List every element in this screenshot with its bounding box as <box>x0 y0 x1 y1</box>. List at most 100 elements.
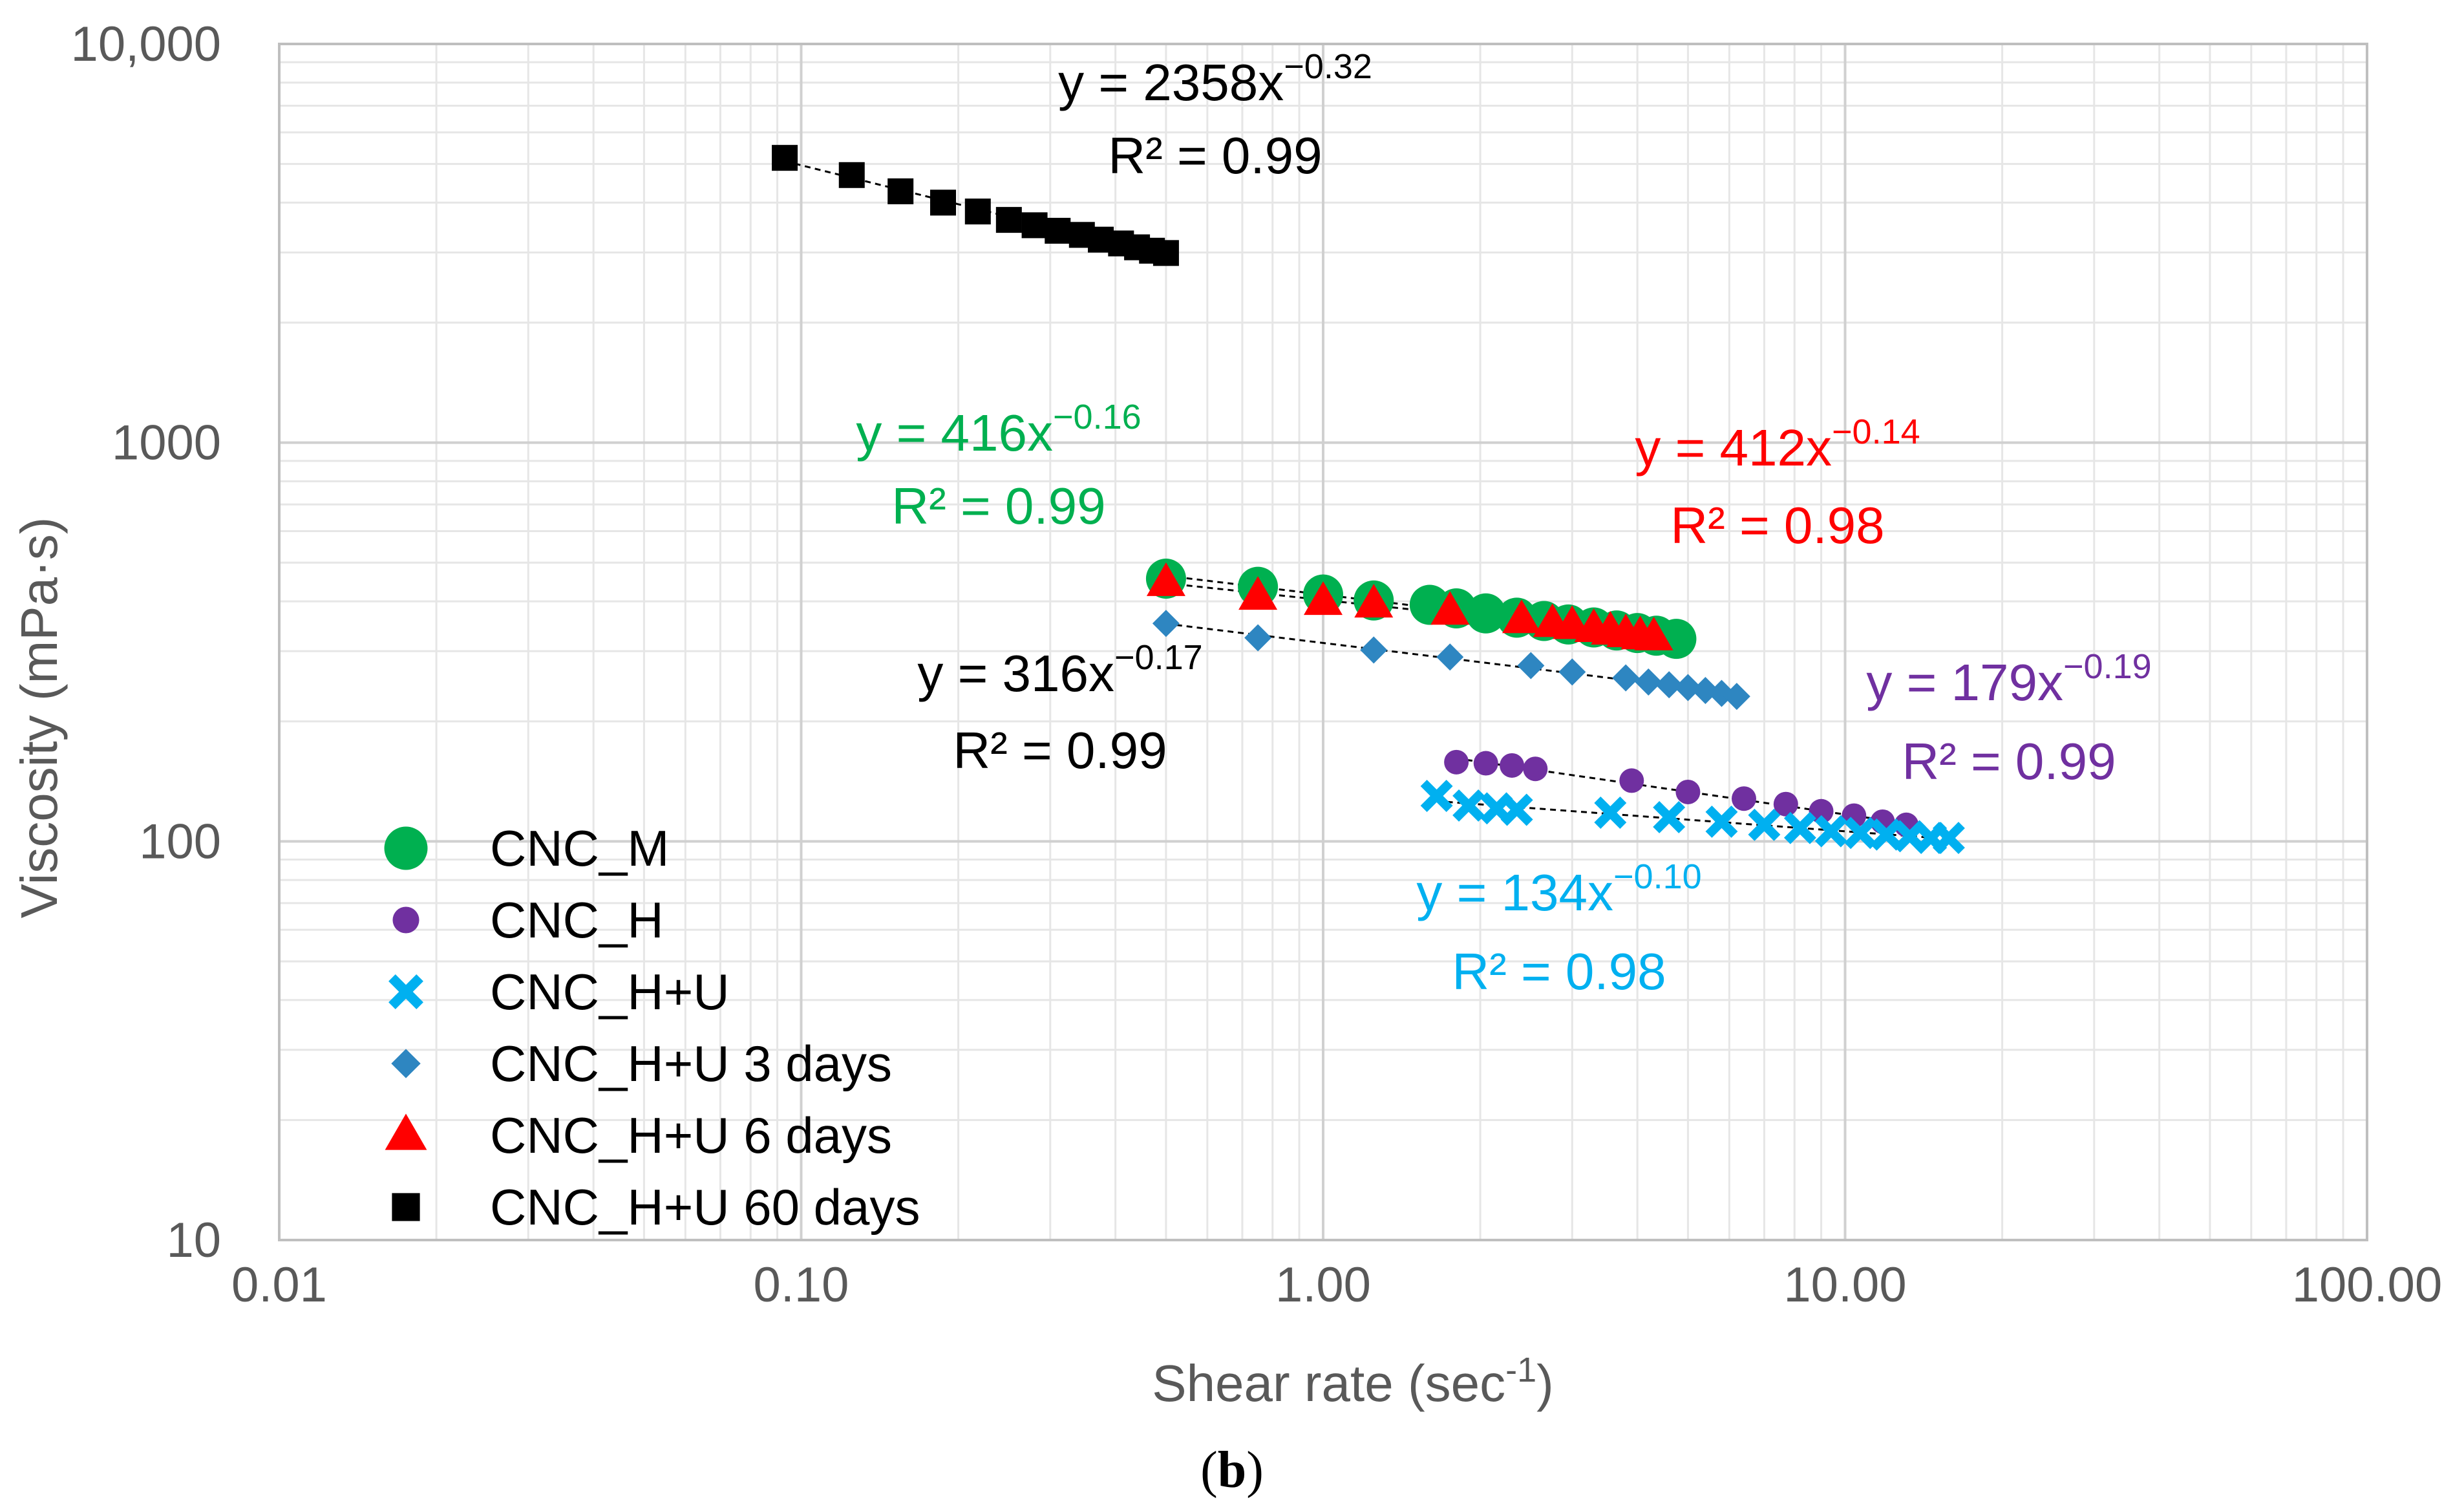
data-point <box>1612 664 1640 692</box>
legend-label: CNC_H+U <box>490 963 730 1020</box>
y-tick-label: 1000 <box>112 416 221 471</box>
data-point <box>1705 806 1738 838</box>
legend: CNC_M CNC_H CNC_H+U CNC_H+U 3 days CNC_H+U 6… <box>384 820 920 1236</box>
x-tick-label: 0.10 <box>754 1258 849 1312</box>
data-point <box>1473 751 1498 776</box>
data-point <box>1238 576 1278 610</box>
data-point <box>1444 749 1469 775</box>
data-point <box>1844 817 1877 850</box>
data-point <box>1748 808 1781 841</box>
trendline-equation: y = 179x−0.19 <box>1866 647 2151 711</box>
legend-label: CNC_H+U 3 days <box>490 1035 892 1092</box>
equation-exponent: −0.19 <box>2063 647 2152 686</box>
data-point <box>1500 753 1525 778</box>
equation-base: y = 416x <box>856 404 1053 462</box>
trendline-r-squared: R² = 0.98 <box>1452 943 1666 1000</box>
data-point <box>1675 779 1701 804</box>
data-point <box>772 145 798 171</box>
y-tick-label: 10,000 <box>71 17 221 72</box>
trendline-equation: y = 2358x−0.32 <box>1058 47 1372 111</box>
data-point <box>1783 811 1816 844</box>
legend-marker <box>388 974 423 1009</box>
data-points <box>772 145 1965 854</box>
data-point <box>1500 793 1533 826</box>
data-point <box>1655 671 1683 699</box>
equation-base: y = 179x <box>1866 654 2063 711</box>
equation-base: y = 316x <box>917 645 1114 702</box>
series-points <box>1146 562 1673 650</box>
equation-exponent: −0.14 <box>1832 412 1920 451</box>
data-point <box>995 207 1022 233</box>
x-axis-title: Shear rate (sec-1) <box>1152 1351 1554 1412</box>
data-point <box>1723 683 1750 711</box>
data-point <box>1814 815 1847 848</box>
x-axis-tick-labels: 0.01 0.10 1.00 10.00 100.00 <box>231 1258 2442 1312</box>
trendline-r-squared: R² = 0.99 <box>1902 733 2116 790</box>
data-point <box>1619 768 1644 793</box>
legend-marker <box>392 1193 420 1221</box>
trendline-equation: y = 412x−0.14 <box>1635 412 1920 476</box>
data-point <box>1523 756 1548 782</box>
series-points <box>1152 610 1750 711</box>
y-tick-label: 10 <box>166 1213 221 1268</box>
legend-entry: CNC_H+U 6 days <box>385 1107 892 1164</box>
data-point <box>1045 217 1071 244</box>
data-point <box>838 162 865 188</box>
data-point <box>1304 581 1343 615</box>
data-point <box>1452 789 1485 822</box>
equation-exponent: −0.16 <box>1053 398 1142 436</box>
y-axis-tick-labels: 10 100 1000 10,000 <box>71 17 221 1268</box>
legend-entry: CNC_M <box>384 820 669 877</box>
trendline-r-squared: R² = 0.98 <box>1670 497 1884 554</box>
figure-caption: (b) <box>1200 1442 1264 1499</box>
legend-label: CNC_H+U 6 days <box>490 1107 892 1164</box>
y-tick-label: 100 <box>139 814 221 869</box>
data-point <box>1436 643 1464 671</box>
x-tick-label: 1.00 <box>1275 1258 1371 1312</box>
trendline-equation: y = 134x−0.10 <box>1416 857 1701 921</box>
data-point <box>1558 658 1586 686</box>
trendline-equation: y = 416x−0.16 <box>856 398 1141 462</box>
series-points <box>1420 780 1965 854</box>
legend-marker <box>385 1113 427 1150</box>
equation-base: y = 412x <box>1635 419 1832 476</box>
data-point <box>1635 668 1662 696</box>
legend-entry: CNC_H+U <box>388 963 730 1020</box>
legend-entry: CNC_H <box>392 892 664 948</box>
data-point <box>1653 800 1686 833</box>
legend-label: CNC_M <box>490 820 669 877</box>
trendline-r-squared: R² = 0.99 <box>953 722 1167 779</box>
data-point <box>1773 791 1798 817</box>
data-point <box>1021 212 1048 239</box>
data-point <box>1360 636 1388 664</box>
legend-marker <box>392 906 420 934</box>
data-point <box>1420 780 1453 813</box>
data-point <box>1517 652 1545 680</box>
x-tick-label: 10.00 <box>1783 1258 1906 1312</box>
data-point <box>1465 593 1506 634</box>
x-tick-label: 0.01 <box>231 1258 327 1312</box>
data-point <box>1932 822 1965 854</box>
trendline-r-squared: R² = 0.99 <box>891 477 1105 535</box>
plot-area-frame <box>278 43 2368 1241</box>
data-point <box>1430 591 1470 625</box>
legend-marker <box>384 826 428 870</box>
legend-label: CNC_H <box>490 892 664 948</box>
data-point <box>1731 786 1756 811</box>
equation-exponent: −0.17 <box>1114 638 1203 677</box>
equation-exponent: −0.32 <box>1284 47 1372 86</box>
data-point <box>1354 584 1394 618</box>
equation-base: y = 134x <box>1416 864 1613 921</box>
trendline-equation: y = 316x−0.17 <box>917 638 1202 702</box>
data-point <box>964 198 991 225</box>
equation-exponent: −0.10 <box>1613 857 1702 896</box>
legend-label: CNC_H+U 60 days <box>490 1179 920 1236</box>
data-point <box>1502 599 1542 634</box>
data-point <box>1674 674 1702 701</box>
series-points <box>772 145 1179 266</box>
x-tick-label: 100.00 <box>2292 1258 2442 1312</box>
data-point <box>1244 624 1272 652</box>
legend-marker <box>391 1049 421 1078</box>
data-point <box>1152 240 1179 266</box>
